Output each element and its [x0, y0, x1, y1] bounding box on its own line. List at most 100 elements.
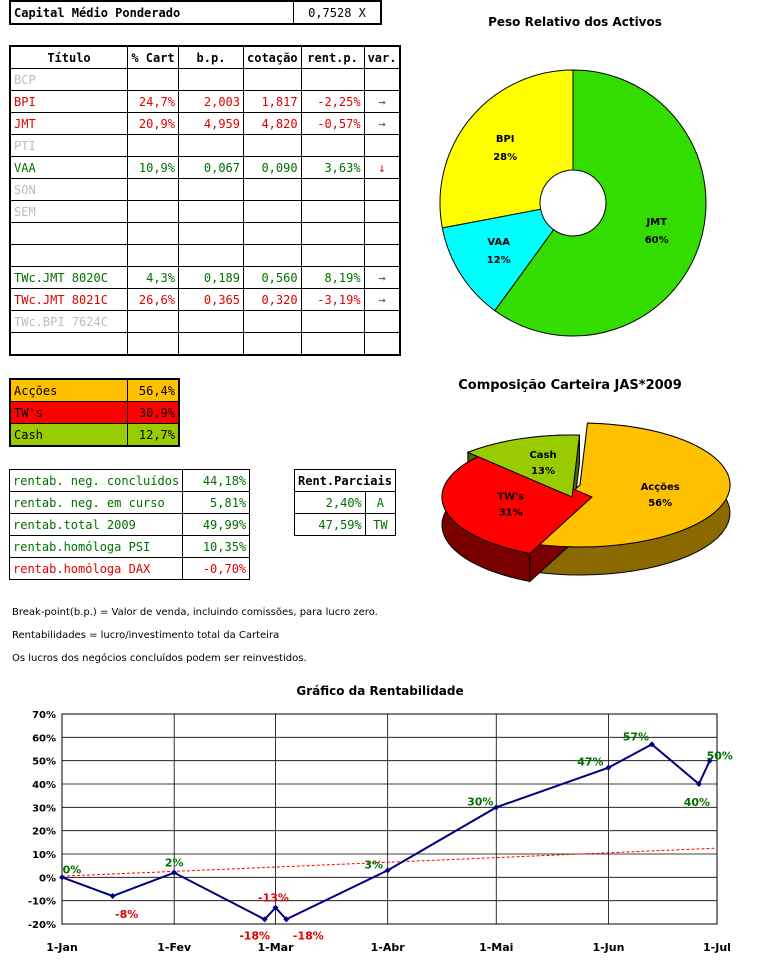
pie3d-slice-tws — [441, 451, 593, 554]
cell-var — [363, 332, 401, 356]
allocation-table: Acções 56,4% TW's 30,9% Cash 12,7% — [9, 378, 180, 447]
data-point — [695, 781, 702, 787]
returns-value: 49,99% — [182, 513, 251, 536]
table-row: JMT 20,9% 4,959 4,820 -0,57% → — [9, 112, 401, 135]
allocation-value: 12,7% — [127, 423, 180, 447]
cell-cotacao: 0,560 — [243, 266, 302, 289]
cell-var: → — [363, 288, 401, 311]
returns-label: rentab. neg. em curso — [8, 491, 184, 514]
cell-var — [363, 134, 401, 157]
x-tick-label: 1-Jun — [592, 941, 624, 954]
table-row: BCP — [9, 68, 401, 91]
cell-cart: 24,7% — [127, 90, 179, 113]
col-bp: b.p. — [178, 45, 244, 69]
doughnut-chart: JMT 60% VAA 12% BPI 28% — [439, 69, 707, 337]
returns-label: rentab. neg. concluídos — [8, 469, 184, 492]
cell-cart — [127, 68, 179, 91]
data-point — [59, 874, 65, 881]
returns-value: -0,70% — [182, 557, 251, 580]
cell-cotacao — [243, 222, 302, 245]
cell-bp: 4,959 — [178, 112, 244, 135]
cell-rent — [300, 134, 365, 157]
cell-titulo: VAA — [9, 156, 128, 179]
pie3d-chart: Acções 56% TW's 31% Cash 13% — [441, 422, 731, 583]
returns-label: rentab.homóloga DAX — [8, 557, 184, 580]
plot-area — [61, 713, 718, 925]
doughnut-pct: 60% — [645, 235, 669, 246]
col-cotacao: cotação — [243, 45, 302, 69]
returns-row: rentab.homóloga PSI 10,35% — [8, 535, 251, 558]
cell-titulo: TWc.BPI 7624C — [9, 310, 128, 333]
cell-cart: 26,6% — [127, 288, 179, 311]
pie3d-pct: 31% — [499, 507, 523, 518]
cell-cart: 10,9% — [127, 156, 179, 179]
returns-row: rentab. neg. em curso 5,81% — [8, 491, 251, 514]
cell-var — [363, 200, 401, 223]
cell-cotacao — [243, 244, 302, 267]
data-point — [171, 869, 178, 876]
data-label: -13% — [258, 892, 289, 905]
cell-titulo — [9, 222, 128, 245]
capital-box: Capital Médio Ponderado 0,7528 X — [9, 0, 382, 25]
x-tick-label: 1-Jan — [46, 941, 78, 954]
trend-line — [61, 847, 718, 877]
cell-bp — [178, 310, 244, 333]
pie3d-pct: 13% — [531, 466, 555, 477]
x-tick-label: 1-Fev — [157, 941, 192, 954]
x-tick-label: 1-Mar — [258, 941, 295, 954]
data-label: 30% — [467, 795, 493, 808]
y-tick-label: 50% — [32, 757, 56, 768]
cell-cart — [127, 310, 179, 333]
cell-rent: -2,25% — [300, 90, 365, 113]
data-point — [706, 757, 713, 764]
allocation-label: Cash — [9, 423, 128, 447]
cell-rent — [300, 178, 365, 201]
returns-row: rentab.total 2009 49,99% — [8, 513, 251, 536]
capital-label: Capital Médio Ponderado — [9, 0, 294, 25]
cell-bp: 2,003 — [178, 90, 244, 113]
y-tick-label: 10% — [32, 850, 56, 861]
returns-row: rentab.homóloga DAX -0,70% — [8, 557, 251, 580]
cell-titulo: BPI — [9, 90, 128, 113]
cell-bp: 0,365 — [178, 288, 244, 311]
doughnut-pct: 28% — [493, 152, 517, 163]
y-tick-label: 40% — [32, 780, 56, 791]
pie3d-label: Acções — [641, 482, 680, 493]
allocation-value: 30,9% — [127, 401, 180, 424]
x-tick-label: 1-Mai — [479, 941, 513, 954]
returns-label: rentab.homóloga PSI — [8, 535, 184, 558]
cell-var — [363, 310, 401, 333]
partial-value: 47,59% — [294, 513, 366, 536]
data-label: -18% — [239, 929, 270, 942]
cell-titulo: PTI — [9, 134, 128, 157]
allocation-row: Acções 56,4% — [9, 378, 180, 402]
cell-rent — [300, 68, 365, 91]
partial-key: A — [364, 491, 396, 514]
cell-cotacao — [243, 332, 302, 356]
returns-value: 10,35% — [182, 535, 251, 558]
table-row: TWc.JMT 8021C 26,6% 0,365 0,320 -3,19% → — [9, 288, 401, 311]
cell-rent: 3,63% — [300, 156, 365, 179]
cell-var: ↓ — [363, 156, 401, 179]
x-tick-label: 1-Jul — [703, 941, 731, 954]
data-label: 57% — [623, 730, 649, 743]
allocation-value: 56,4% — [127, 378, 180, 402]
cell-rent — [300, 222, 365, 245]
cell-rent — [300, 310, 365, 333]
cell-bp — [178, 68, 244, 91]
cell-var: → — [363, 112, 401, 135]
col-var: var. — [363, 45, 401, 69]
cell-bp — [178, 244, 244, 267]
data-point — [648, 741, 655, 748]
cell-titulo: TWc.JMT 8021C — [9, 288, 128, 311]
y-tick-label: 0% — [39, 873, 56, 884]
cell-bp — [178, 178, 244, 201]
cell-titulo — [9, 332, 128, 356]
cell-cotacao — [243, 200, 302, 223]
note-breakpoint: Break-point(b.p.) = Valor de venda, incl… — [12, 607, 378, 618]
returns-row: rentab. neg. concluídos 44,18% — [8, 469, 251, 492]
data-label: -18% — [293, 929, 324, 942]
capital-value: 0,7528 X — [293, 0, 382, 25]
table-row: PTI — [9, 134, 401, 157]
cell-titulo: TWc.JMT 8020C — [9, 266, 128, 289]
